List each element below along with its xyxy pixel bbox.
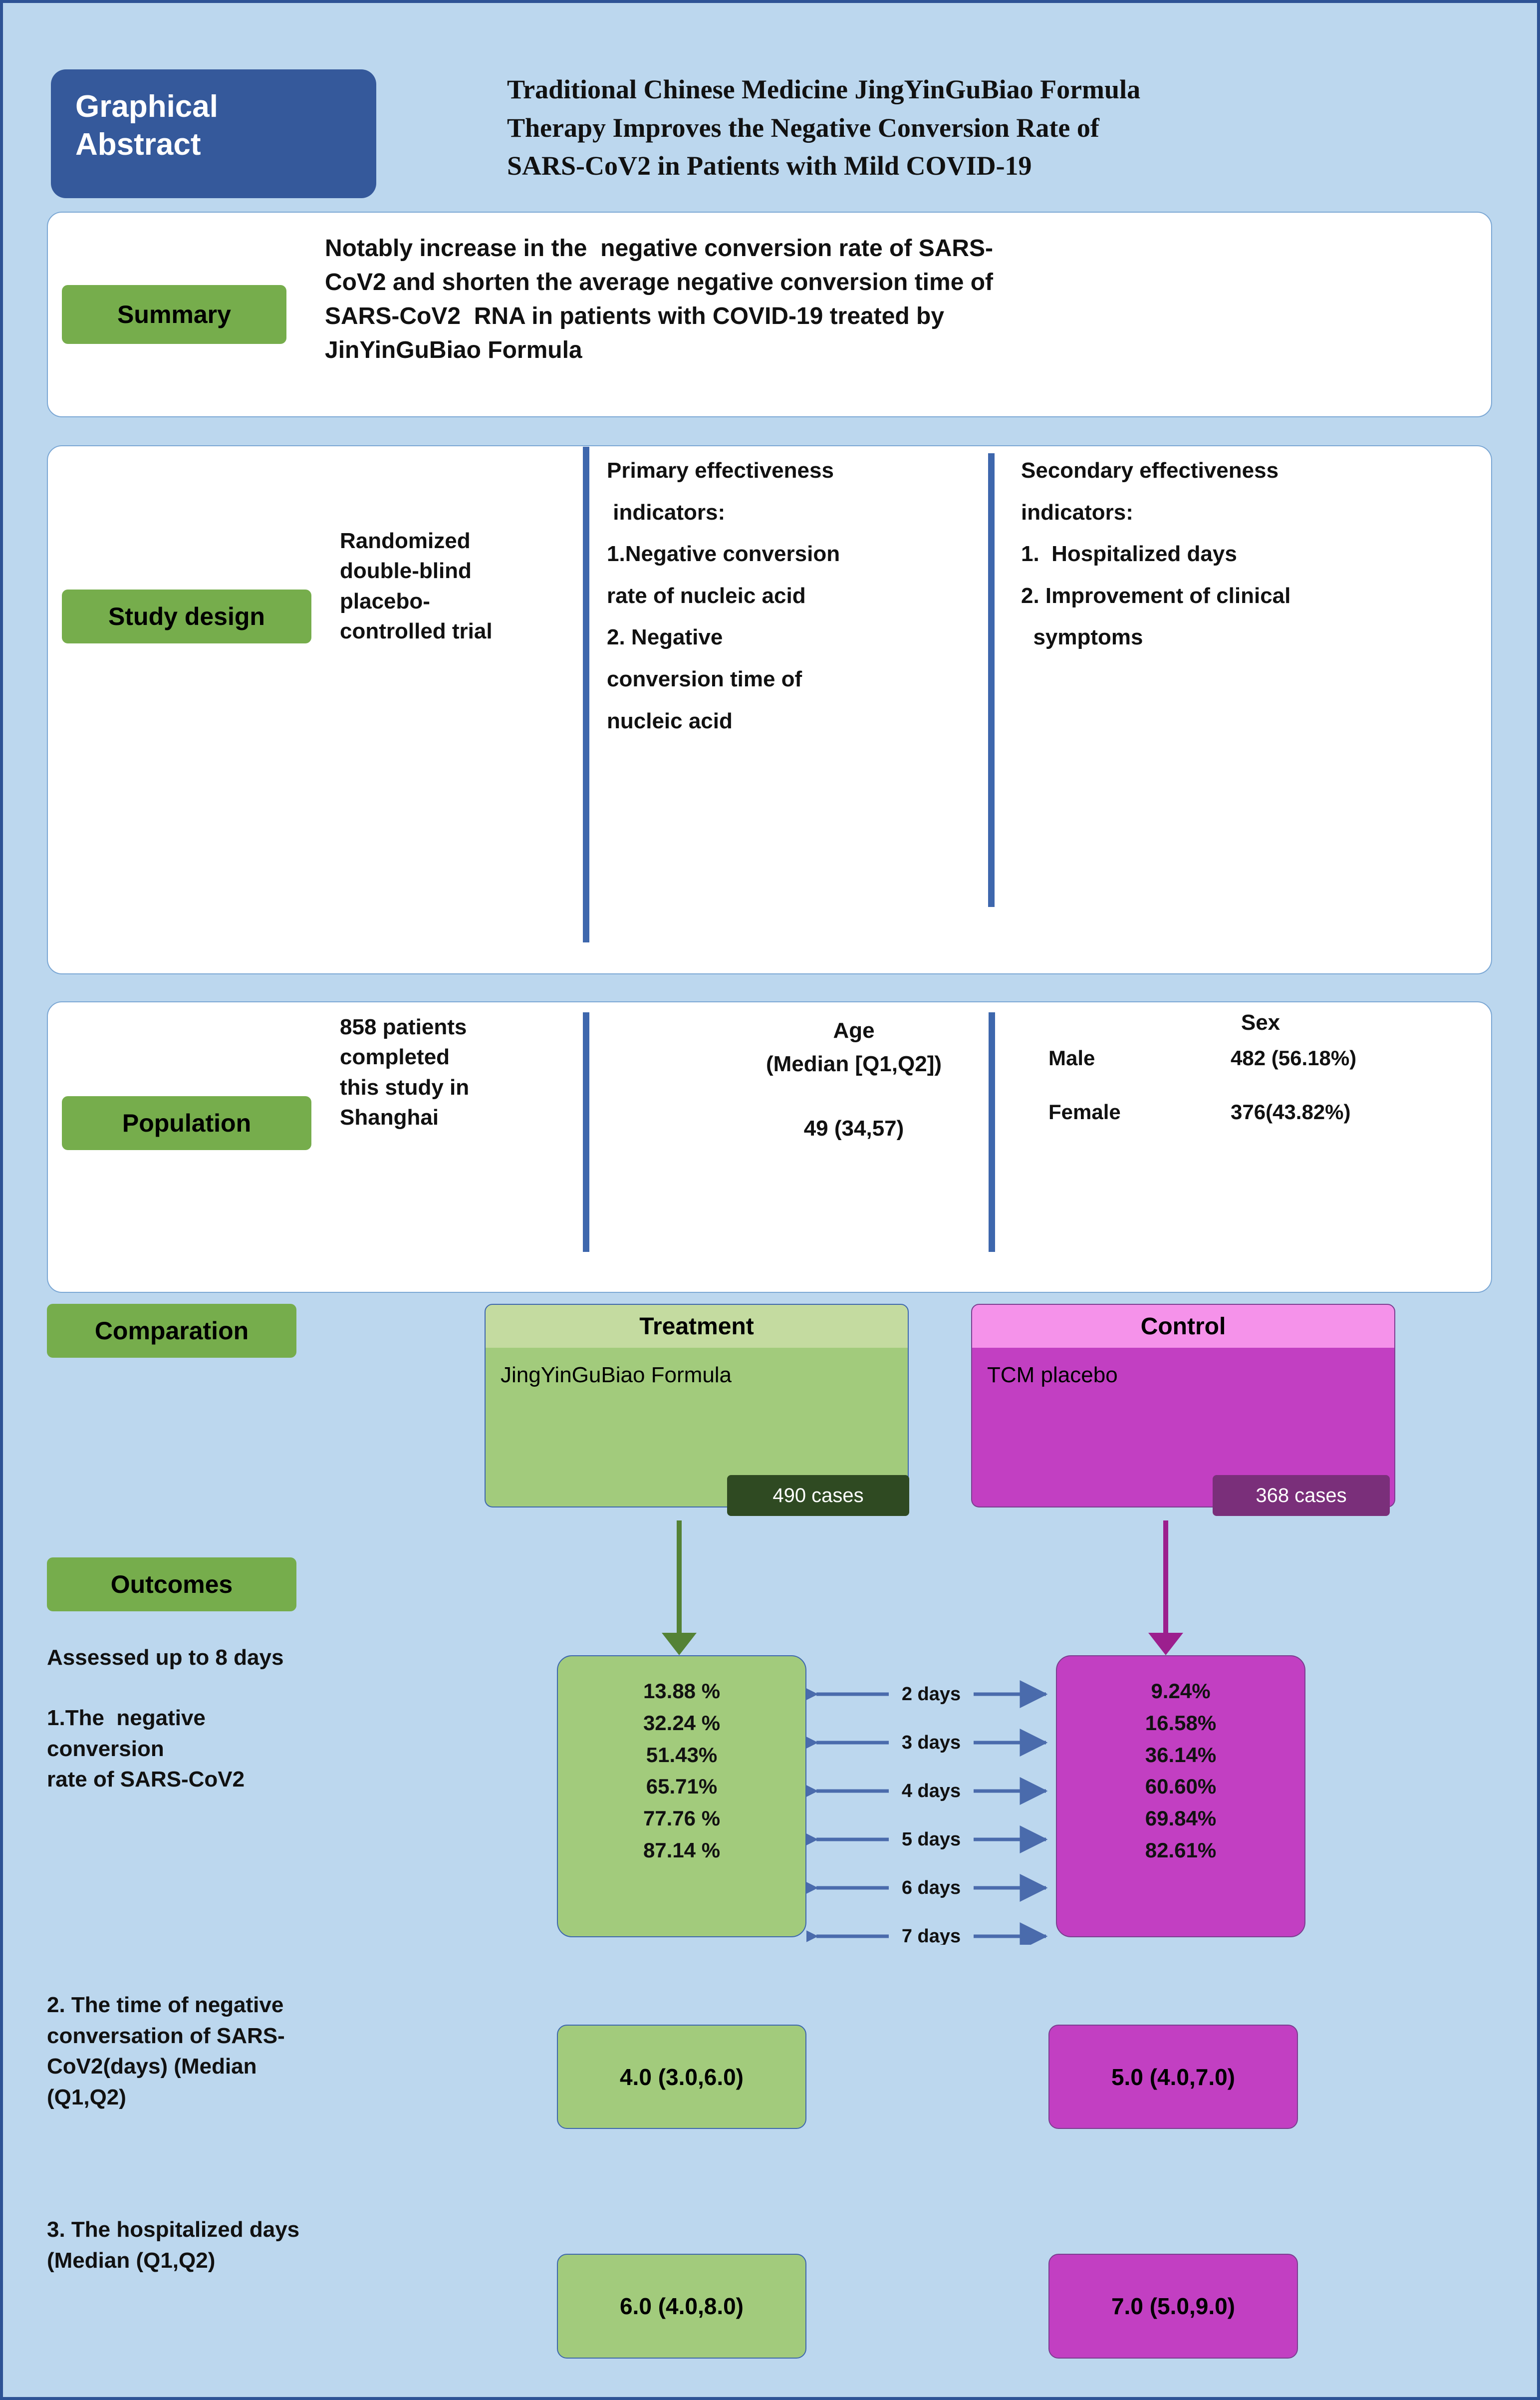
svg-text:4 days: 4 days: [902, 1781, 961, 1801]
svg-text:7 days: 7 days: [902, 1926, 961, 1945]
svg-text:5 days: 5 days: [902, 1829, 961, 1850]
svg-text:6 days: 6 days: [902, 1877, 961, 1898]
svg-text:3 days: 3 days: [902, 1732, 961, 1753]
svg-text:2 days: 2 days: [902, 1684, 961, 1705]
